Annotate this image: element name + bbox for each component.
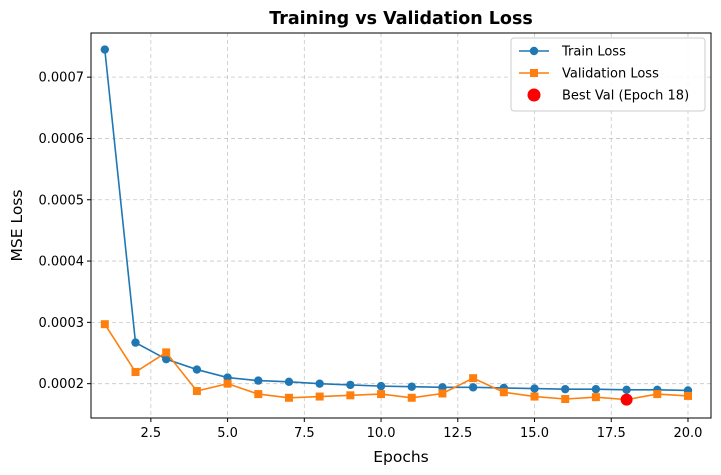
train-loss-point bbox=[407, 382, 416, 391]
x-tick-label: 12.5 bbox=[443, 426, 472, 441]
train-loss-series bbox=[100, 45, 693, 395]
x-tick-label: 5.0 bbox=[217, 426, 238, 441]
legend-entry-validation-loss: Validation Loss bbox=[519, 67, 659, 82]
legend-entry-best-val: Best Val (Epoch 18) bbox=[527, 88, 689, 104]
validation-loss-point bbox=[162, 348, 171, 357]
x-tick-label: 15.0 bbox=[520, 426, 549, 441]
x-tick-label: 10.0 bbox=[367, 426, 396, 441]
validation-loss-point bbox=[407, 393, 416, 402]
validation-loss-point bbox=[192, 387, 201, 396]
legend-box bbox=[510, 37, 706, 112]
x-tick-label: 17.5 bbox=[597, 426, 626, 441]
train-loss-point bbox=[438, 383, 447, 392]
legend-marker-swatch bbox=[527, 88, 541, 102]
train-loss-point bbox=[561, 384, 570, 394]
validation-loss-series bbox=[100, 320, 692, 404]
legend-marker-swatch bbox=[529, 46, 539, 56]
best-val-point bbox=[620, 393, 633, 406]
axes: 2.5 5.0 7.5 10.0 12.5 15.0 17.5 20.0 0.0002 0.000… bbox=[39, 71, 703, 441]
train-loss-point bbox=[192, 365, 202, 374]
validation-loss-line bbox=[104, 323, 689, 401]
train-loss-point bbox=[161, 354, 171, 364]
validation-loss-point bbox=[223, 379, 232, 388]
validation-loss-point bbox=[530, 392, 539, 401]
x-tick-label: 20.0 bbox=[674, 426, 703, 441]
train-loss-point bbox=[223, 373, 232, 382]
validation-loss-point bbox=[346, 391, 355, 400]
validation-loss-point bbox=[653, 390, 662, 399]
train-loss-point bbox=[622, 385, 631, 394]
validation-loss-point bbox=[131, 368, 140, 377]
x-tick-label: 7.5 bbox=[294, 426, 315, 441]
legend-label: Validation Loss bbox=[562, 67, 659, 82]
train-loss-point bbox=[346, 380, 355, 390]
train-loss-point bbox=[468, 383, 478, 392]
y-tick-label: 0.0002 bbox=[39, 377, 85, 392]
y-tick-label: 0.0005 bbox=[39, 193, 85, 208]
y-tick-label: 0.0006 bbox=[39, 132, 85, 147]
train-loss-point bbox=[131, 338, 140, 347]
legend-marker-swatch bbox=[530, 69, 538, 77]
validation-loss-point bbox=[438, 389, 447, 398]
y-tick-label: 0.0003 bbox=[39, 316, 85, 331]
grid bbox=[91, 33, 711, 418]
x-axis-title: Epochs bbox=[373, 448, 429, 466]
validation-loss-point bbox=[499, 388, 508, 397]
validation-loss-point bbox=[100, 320, 109, 329]
plot-area-frame bbox=[90, 32, 712, 419]
legend: Train Loss Validation Loss Best Val (Epoch… bbox=[510, 37, 706, 112]
legend-label: Best Val (Epoch 18) bbox=[562, 89, 689, 104]
validation-loss-point bbox=[683, 391, 692, 400]
train-loss-line bbox=[104, 49, 688, 392]
train-loss-point bbox=[284, 377, 294, 387]
validation-loss-point bbox=[561, 394, 570, 403]
train-loss-point bbox=[591, 384, 601, 394]
y-axis-title: MSE Loss bbox=[8, 190, 26, 262]
train-loss-point bbox=[254, 376, 263, 385]
x-tick-label: 2.5 bbox=[141, 426, 162, 441]
train-loss-point bbox=[376, 381, 386, 391]
validation-loss-point bbox=[591, 393, 600, 402]
chart-title: Training vs Validation Loss bbox=[269, 9, 533, 29]
train-loss-point bbox=[100, 45, 110, 54]
train-loss-point bbox=[315, 379, 324, 388]
validation-loss-point bbox=[254, 390, 263, 399]
y-tick-label: 0.0007 bbox=[39, 71, 85, 86]
train-loss-point bbox=[530, 384, 539, 393]
validation-loss-point bbox=[284, 393, 293, 402]
legend-entry-train-loss: Train Loss bbox=[519, 45, 626, 60]
validation-loss-point bbox=[315, 392, 324, 401]
y-tick-label: 0.0004 bbox=[39, 255, 85, 270]
validation-loss-point bbox=[377, 390, 386, 399]
legend-label: Train Loss bbox=[561, 45, 626, 60]
series-layer bbox=[100, 45, 693, 406]
validation-loss-point bbox=[469, 374, 478, 383]
